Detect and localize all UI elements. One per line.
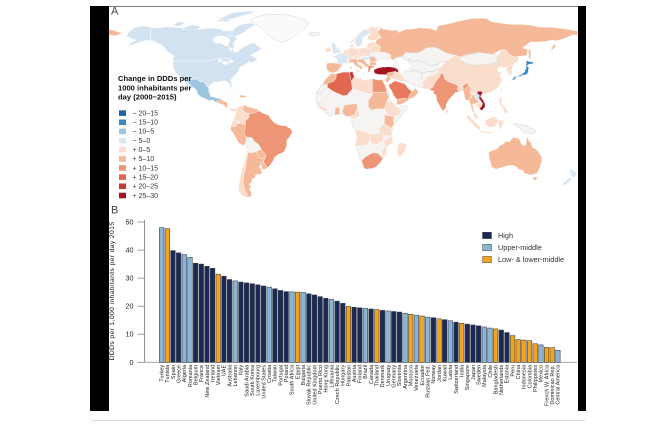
svg-text:Romania: Romania bbox=[188, 365, 194, 387]
svg-text:Change in DDDs per: Change in DDDs per bbox=[118, 74, 191, 83]
svg-text:Egypt: Egypt bbox=[295, 364, 301, 379]
svg-text:High: High bbox=[498, 231, 513, 240]
svg-text:Brazil: Brazil bbox=[363, 365, 369, 379]
svg-text:Croatia: Croatia bbox=[267, 365, 273, 383]
svg-text:United Kingdom: United Kingdom bbox=[312, 364, 318, 404]
svg-text:Hungary: Hungary bbox=[341, 365, 347, 386]
svg-text:Sweden: Sweden bbox=[476, 365, 482, 385]
svg-text:Malaysia: Malaysia bbox=[482, 365, 488, 387]
svg-text:B: B bbox=[111, 205, 118, 217]
svg-text:Ecuador: Ecuador bbox=[420, 365, 426, 386]
svg-text:+ 20–25: + 20–25 bbox=[133, 184, 159, 191]
svg-text:30: 30 bbox=[126, 274, 134, 283]
svg-text:Poland: Poland bbox=[284, 365, 290, 382]
svg-text:Lithuania: Lithuania bbox=[329, 365, 335, 388]
svg-text:Vietnam: Vietnam bbox=[216, 364, 222, 385]
svg-text:Venezuela: Venezuela bbox=[414, 365, 420, 391]
svg-text:1000 inhabitants per: 1000 inhabitants per bbox=[118, 83, 191, 92]
svg-text:40: 40 bbox=[126, 246, 134, 255]
svg-text:+ 10–15: + 10–15 bbox=[133, 165, 159, 172]
svg-text:Hong Kong: Hong Kong bbox=[324, 365, 330, 393]
svg-text:− 10–5: − 10–5 bbox=[133, 129, 155, 136]
svg-text:Low- & lower-middle: Low- & lower-middle bbox=[498, 255, 564, 264]
svg-text:Chile: Chile bbox=[488, 365, 494, 378]
svg-text:Mexico: Mexico bbox=[539, 365, 545, 383]
svg-text:50: 50 bbox=[126, 218, 134, 227]
svg-text:Upper-middle: Upper-middle bbox=[498, 243, 542, 252]
svg-text:United States: United States bbox=[261, 365, 267, 399]
svg-text:Denmark: Denmark bbox=[380, 365, 386, 388]
svg-text:+ 5–10: + 5–10 bbox=[133, 156, 155, 163]
svg-text:Slovak Republic: Slovak Republic bbox=[307, 365, 313, 405]
svg-text:Central America: Central America bbox=[556, 365, 562, 405]
svg-text:Peru: Peru bbox=[510, 365, 516, 377]
svg-text:Switzerland: Switzerland bbox=[454, 365, 460, 394]
svg-text:Portugal: Portugal bbox=[278, 365, 284, 386]
svg-text:Belgium: Belgium bbox=[193, 364, 199, 385]
svg-text:French W. Africa: French W. Africa bbox=[544, 365, 550, 406]
svg-text:Spain: Spain bbox=[171, 365, 177, 379]
svg-text:Algeria: Algeria bbox=[182, 365, 188, 382]
svg-text:Austria: Austria bbox=[352, 365, 358, 382]
svg-text:10: 10 bbox=[126, 330, 134, 339]
svg-text:+ 0–5: + 0–5 bbox=[133, 147, 151, 154]
svg-text:Jordan: Jordan bbox=[437, 365, 443, 382]
svg-text:Ireland: Ireland bbox=[210, 365, 216, 382]
svg-text:Argentina: Argentina bbox=[403, 365, 409, 389]
svg-text:− 20–15: − 20–15 bbox=[133, 110, 159, 117]
svg-text:Saudi Arabia: Saudi Arabia bbox=[244, 365, 250, 397]
svg-text:Japan: Japan bbox=[471, 365, 477, 380]
svg-text:Dominican Rep.: Dominican Rep. bbox=[550, 365, 556, 405]
svg-text:A: A bbox=[111, 6, 119, 18]
svg-text:Slovenia: Slovenia bbox=[397, 365, 403, 386]
svg-text:Singapore: Singapore bbox=[465, 365, 471, 390]
svg-text:Bulgaria: Bulgaria bbox=[301, 365, 307, 386]
svg-text:− 15–10: − 15–10 bbox=[133, 120, 159, 127]
svg-text:Lebanon: Lebanon bbox=[233, 365, 239, 387]
svg-text:Luxembourg: Luxembourg bbox=[256, 365, 262, 396]
svg-text:Thailand: Thailand bbox=[375, 365, 381, 386]
svg-text:Kuwait: Kuwait bbox=[442, 364, 448, 381]
svg-text:Australia: Australia bbox=[227, 365, 233, 387]
svg-text:+ 25–30: + 25–30 bbox=[133, 193, 159, 200]
svg-text:South Africa: South Africa bbox=[290, 365, 296, 395]
svg-text:Latvia: Latvia bbox=[448, 365, 454, 380]
svg-text:Finland: Finland bbox=[358, 365, 364, 383]
svg-text:Italy: Italy bbox=[239, 365, 245, 376]
svg-text:Turkey: Turkey bbox=[159, 365, 165, 382]
svg-text:Bangladesh: Bangladesh bbox=[493, 365, 499, 394]
svg-text:Netherlands: Netherlands bbox=[499, 365, 505, 395]
svg-text:Norway: Norway bbox=[431, 365, 437, 384]
svg-text:UAE: UAE bbox=[222, 365, 228, 377]
svg-text:DDDs per 1,000 inhabitants pe: DDDs per 1,000 inhabitants per day 2015 bbox=[109, 222, 116, 361]
svg-text:New Zealand: New Zealand bbox=[205, 365, 211, 398]
svg-text:Estonia: Estonia bbox=[505, 365, 511, 384]
svg-text:0: 0 bbox=[130, 358, 134, 367]
svg-text:Canada: Canada bbox=[369, 365, 375, 384]
svg-text:Colombia: Colombia bbox=[527, 365, 533, 389]
svg-text:Greece: Greece bbox=[176, 365, 182, 383]
svg-text:Czech Republic: Czech Republic bbox=[335, 365, 341, 404]
svg-text:day (2000−2015): day (2000−2015) bbox=[118, 93, 177, 102]
svg-text:Pakistan: Pakistan bbox=[346, 365, 352, 386]
svg-text:Russian Fed.: Russian Fed. bbox=[425, 365, 431, 398]
svg-text:Philippines: Philippines bbox=[533, 365, 539, 392]
svg-text:South Korea: South Korea bbox=[250, 365, 256, 396]
svg-text:Puerto Rico: Puerto Rico bbox=[318, 365, 324, 394]
svg-text:20: 20 bbox=[126, 302, 134, 311]
svg-text:− 5–0: − 5–0 bbox=[133, 138, 151, 145]
svg-text:India: India bbox=[459, 365, 465, 377]
svg-text:Tunisia: Tunisia bbox=[165, 365, 171, 383]
svg-text:Morocco: Morocco bbox=[409, 365, 415, 386]
svg-text:China: China bbox=[516, 365, 522, 380]
svg-text:France: France bbox=[199, 365, 205, 382]
svg-text:+ 15–20: + 15–20 bbox=[133, 174, 159, 181]
svg-text:Taiwan: Taiwan bbox=[273, 365, 279, 382]
svg-text:Uruguay: Uruguay bbox=[386, 365, 392, 386]
svg-text:Germany: Germany bbox=[392, 365, 398, 388]
svg-text:Indonesia: Indonesia bbox=[522, 365, 528, 389]
